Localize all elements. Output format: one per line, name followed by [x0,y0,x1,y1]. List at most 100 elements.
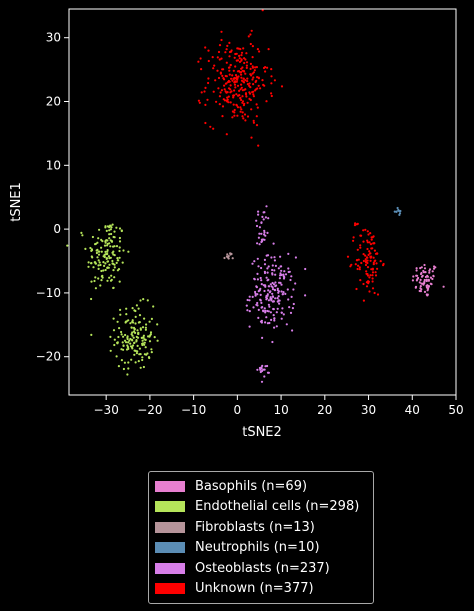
y-tick-label: 20 [46,95,61,109]
legend-swatch [155,583,185,595]
scatter-point [241,66,244,69]
scatter-point [106,260,110,263]
scatter-point [283,270,286,273]
scatter-point [231,116,234,119]
scatter-point [273,269,276,272]
scatter-point [264,321,267,324]
scatter-point [244,119,247,122]
scatter-point [233,114,236,117]
scatter-point [270,256,273,259]
scatter-point [106,266,109,269]
scatter-point [223,88,226,91]
y-axis: −20 −10 0 10 20 30 [36,31,69,364]
scatter-point [226,96,229,99]
scatter-point [101,274,104,277]
scatter-point [257,84,260,87]
scatter-point [289,278,292,282]
x-axis-title: tSNE2 [242,425,282,440]
scatter-point [284,273,288,276]
scatter-point [228,55,231,58]
scatter-point [419,285,422,288]
scatter-point [270,68,273,71]
scatter-point [236,84,240,87]
scatter-point [108,237,111,240]
scatter-point [362,259,365,263]
scatter-point [256,48,259,51]
scatter-point [260,279,263,282]
scatter-point [112,245,115,248]
scatter-point [133,341,136,345]
scatter-point [256,278,259,281]
scatter-point [131,331,134,334]
scatter-point [248,92,252,95]
scatter-point [104,268,107,272]
scatter-point [123,361,126,364]
scatter-point [280,311,283,314]
scatter-point [362,253,365,256]
scatter-point [110,278,113,281]
scatter-point [242,77,245,80]
scatter-point [233,83,237,86]
scatter-point [257,265,260,268]
scatter-point [223,256,226,260]
scatter-point [115,355,118,358]
scatter-point [235,76,238,79]
scatter-point [274,297,277,300]
scatter-point [124,333,127,337]
scatter-point [113,236,116,239]
scatter-point [100,238,103,241]
scatter-point [274,264,277,267]
scatter-point [229,64,232,67]
scatter-point [111,223,114,226]
scatter-point [120,348,123,351]
x-tick-label: 50 [448,403,463,417]
scatter-point [226,255,229,258]
scatter-point [267,278,270,281]
x-tick-label: 30 [361,403,376,417]
scatter-point [145,323,148,326]
scatter-point [275,311,278,314]
scatter-point [273,319,276,322]
scatter-point [226,253,229,256]
scatter-point [248,295,251,298]
scatter-point [271,268,274,272]
scatter-point [232,94,235,97]
scatter-point [90,262,93,265]
series-4 [245,205,307,383]
scatter-point [268,285,271,288]
scatter-point [141,358,144,362]
scatter-point [217,76,221,80]
scatter-point [252,93,255,96]
scatter-point [236,59,240,62]
scatter-point [90,249,94,252]
scatter-point [238,60,242,64]
scatter-point [365,256,369,259]
scatter-point [287,252,290,255]
scatter-point [223,84,226,87]
scatter-point [356,248,359,251]
scatter-point [266,231,269,234]
scatter-point [257,77,260,80]
scatter-point [218,44,222,47]
scatter-point [251,65,254,68]
scatter-point [115,261,118,264]
x-tick-label: −30 [94,403,119,417]
scatter-point [98,228,101,231]
scatter-point [147,356,151,359]
scatter-point [98,261,101,264]
scatter-point [212,67,215,70]
scatter-point [197,99,200,102]
scatter-point [97,277,100,280]
scatter-point [138,314,142,317]
scatter-point [97,253,101,256]
scatter-point [251,295,254,298]
scatter-point [112,250,115,253]
scatter-point [226,100,229,103]
scatter-point [359,244,362,247]
scatter-point [87,265,90,268]
scatter-point [368,250,371,253]
scatter-point [252,83,255,86]
scatter-point [113,276,116,279]
scatter-point [226,98,229,101]
scatter-point [239,106,242,109]
